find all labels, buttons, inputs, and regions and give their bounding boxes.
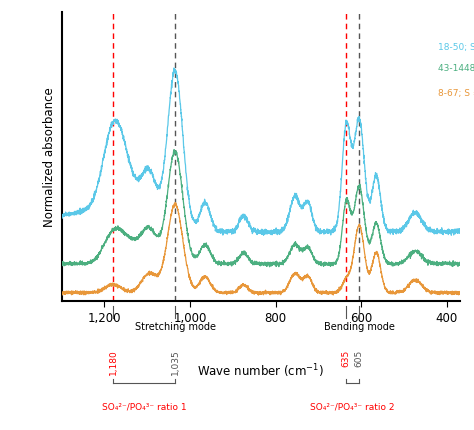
Y-axis label: Normalized absorbance: Normalized absorbance	[43, 87, 56, 227]
Text: 1,180: 1,180	[109, 349, 118, 374]
Text: 1,035: 1,035	[171, 349, 180, 374]
Text: 18-50; S = 5.8 wt%: 18-50; S = 5.8 wt%	[438, 43, 474, 52]
Text: Stretching mode: Stretching mode	[135, 321, 216, 331]
Text: Wave number (cm$^{-1}$): Wave number (cm$^{-1}$)	[197, 362, 324, 379]
Text: 605: 605	[355, 349, 364, 366]
Text: Bending mode: Bending mode	[324, 321, 395, 331]
Text: 8-67; S = 0.1 wt%: 8-67; S = 0.1 wt%	[438, 89, 474, 98]
Text: 635: 635	[342, 349, 351, 366]
Text: 43-1448; S = 1.2 wt%: 43-1448; S = 1.2 wt%	[438, 64, 474, 73]
Text: SO₄²⁻/PO₄³⁻ ratio 2: SO₄²⁻/PO₄³⁻ ratio 2	[310, 402, 395, 411]
Text: SO₄²⁻/PO₄³⁻ ratio 1: SO₄²⁻/PO₄³⁻ ratio 1	[102, 402, 187, 411]
